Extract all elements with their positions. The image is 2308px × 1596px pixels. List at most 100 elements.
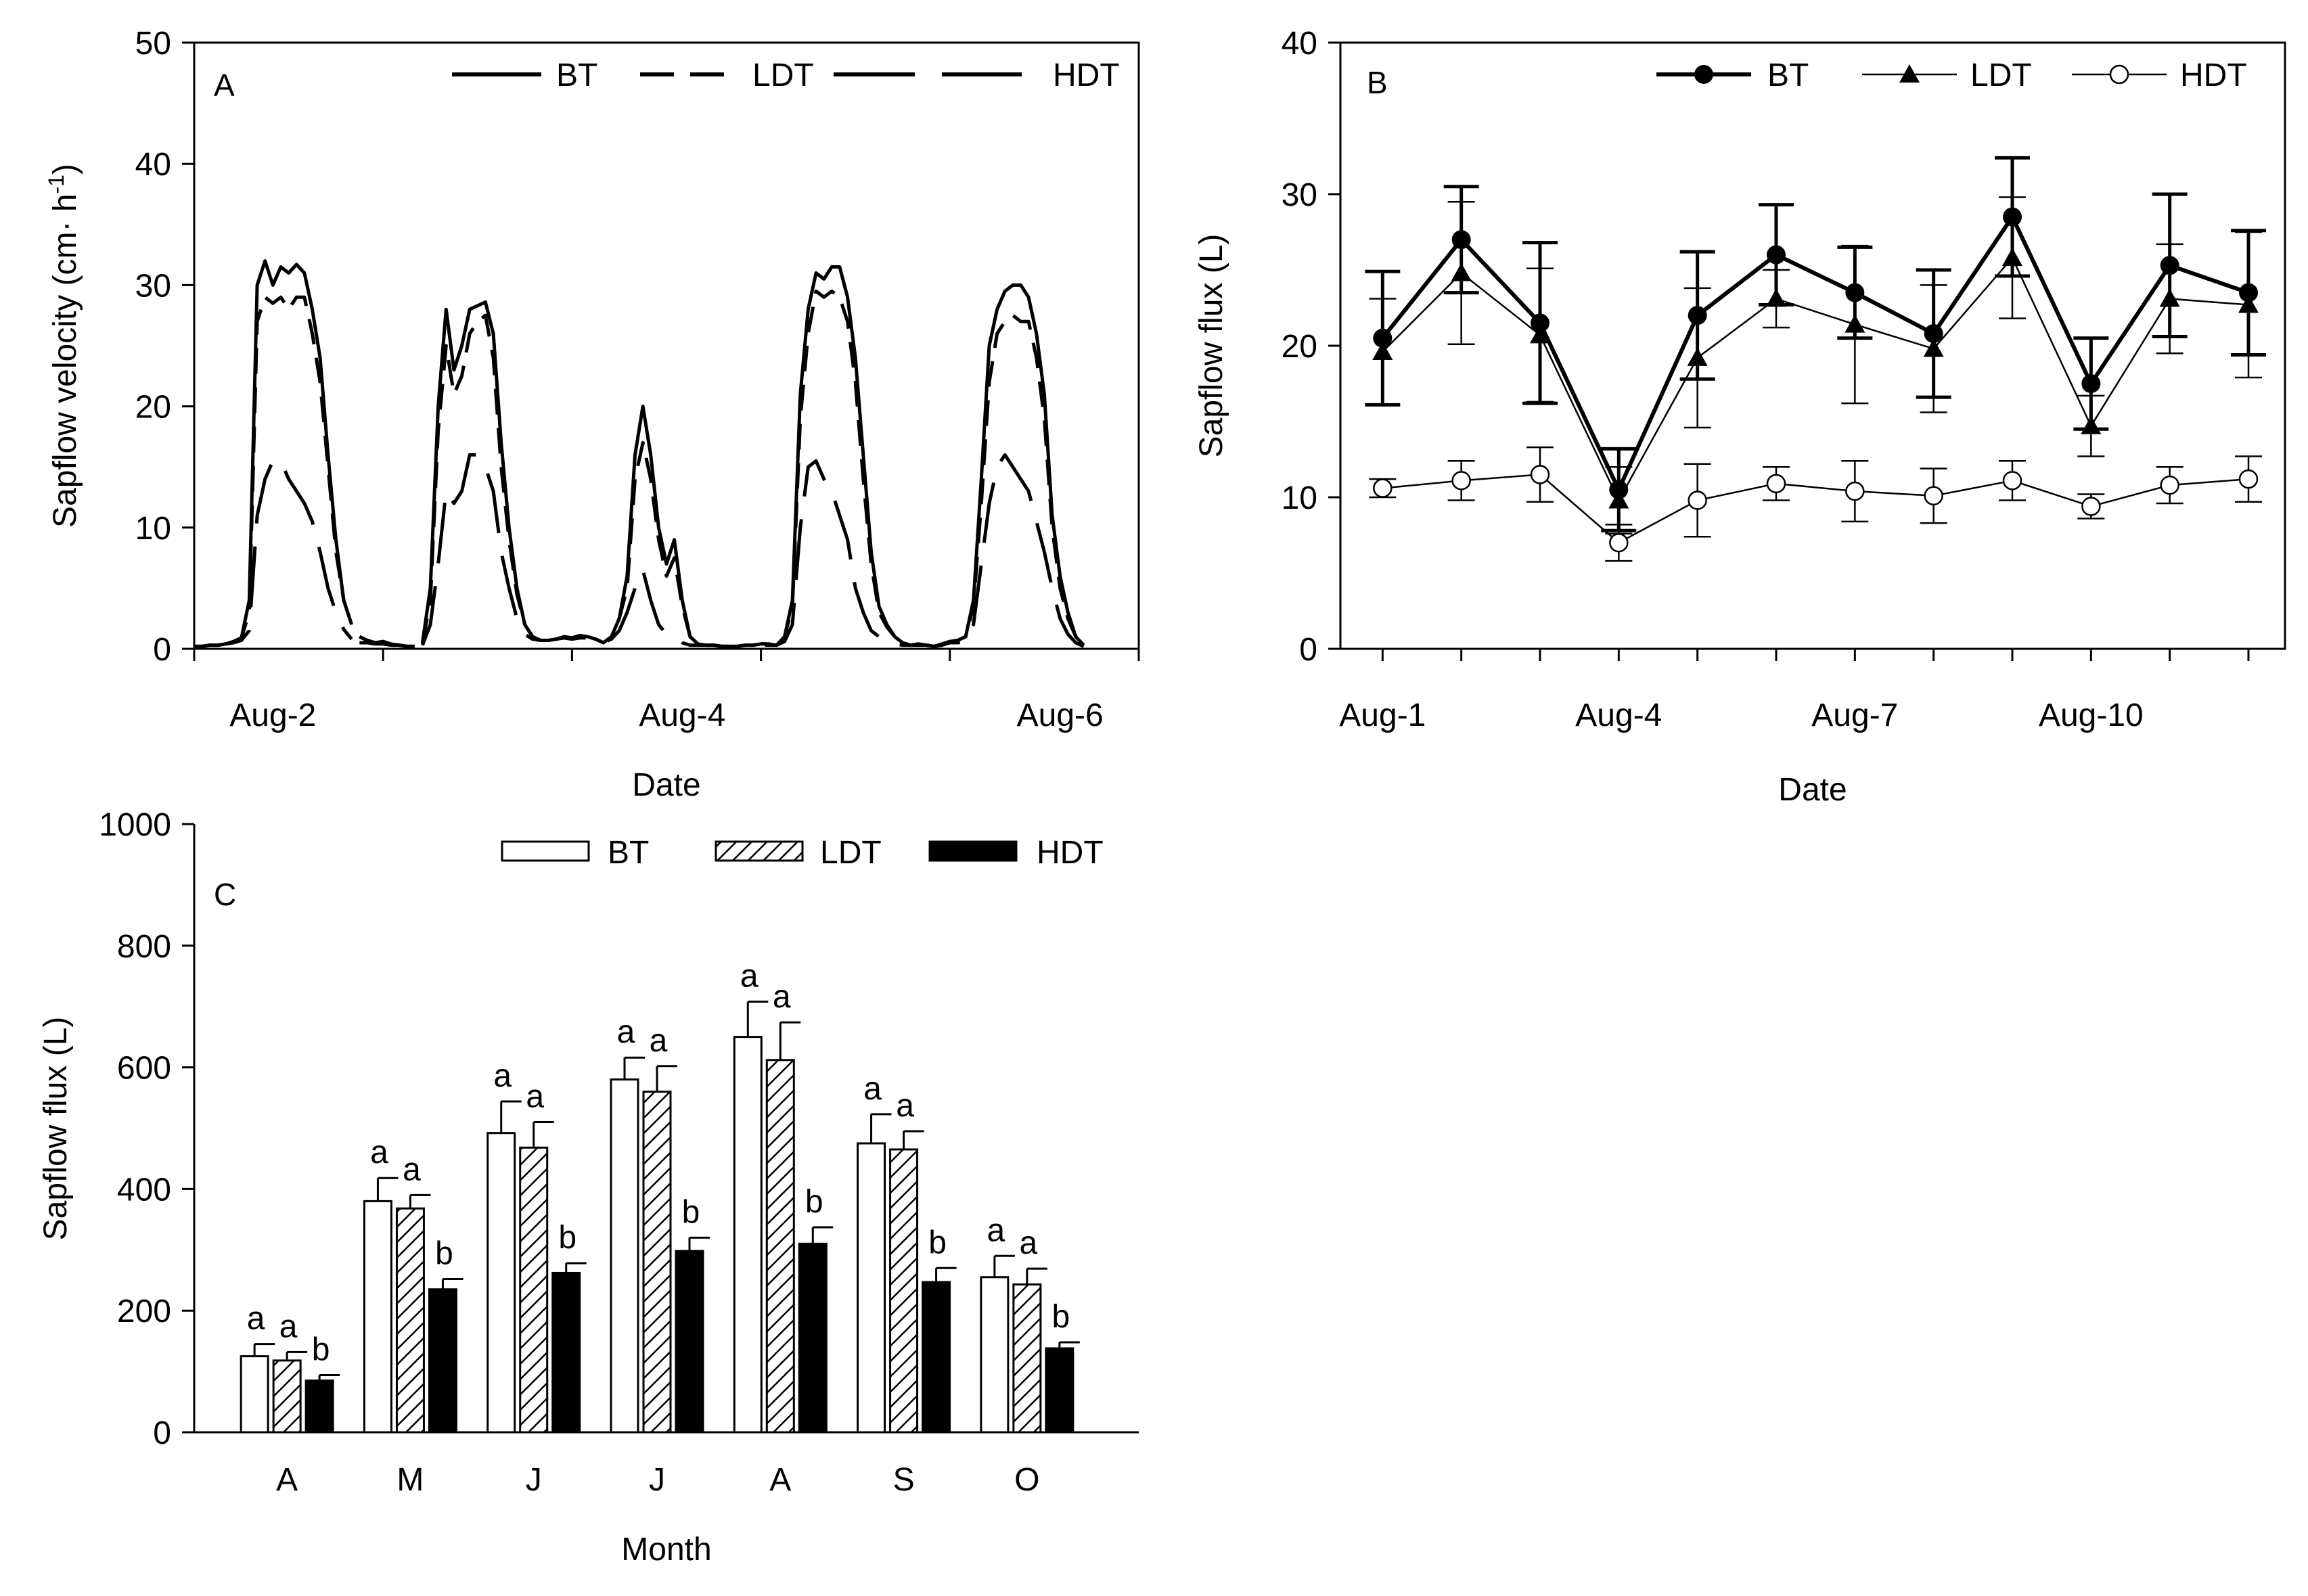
panel-b-x-tick-label: Aug-4: [1575, 698, 1662, 733]
panel-c-bar-hdt: [675, 1250, 704, 1434]
panel-b-line-hdt: [1382, 474, 2249, 544]
panel-a-y-tick-label: 10: [135, 511, 171, 547]
panel-c-bar-ldt: [765, 1059, 795, 1434]
panel-c-significance-letter: a: [526, 1079, 544, 1115]
panel-b-y-tick-label: 0: [1299, 632, 1317, 668]
panel-a-y-axis-title-tail: ): [47, 164, 83, 175]
panel-c-x-tick-label: S: [893, 1462, 915, 1498]
panel-c-bar-hdt: [304, 1380, 334, 1434]
panel-c-bar-ldt: [1012, 1283, 1042, 1434]
panel-b-y-axis-title: Sapflow flux (L): [1194, 234, 1229, 458]
panel-a-x-tick-label: Aug-2: [229, 698, 316, 733]
panel-c-significance-letter: a: [740, 959, 759, 995]
panel-c-x-axis-title: Month: [621, 1532, 711, 1568]
panel-b-point-hdt: [1530, 465, 1550, 484]
legend-b-bt-marker: [1694, 65, 1713, 84]
legend-c-hdt-label: HDT: [1037, 835, 1104, 871]
panel-a-x-axis-title: Date: [632, 767, 700, 803]
panel-a-x-tick-label: Aug-6: [1017, 698, 1104, 733]
panel-c-y-axis-title: Sapflow flux (L): [38, 1017, 74, 1241]
panel-c-y-tick-label: 800: [117, 929, 171, 965]
panel-c-significance-letter: b: [312, 1331, 330, 1367]
panel-c-significance-letter: a: [370, 1135, 388, 1170]
panel-a-label: A: [214, 68, 235, 103]
legend-b-ldt-marker: [1899, 64, 1920, 83]
legend-a-hdt-label: HDT: [1053, 58, 1120, 93]
panel-c-legend: BT LDT HDT: [501, 835, 1104, 871]
panel-c-significance-letter: a: [863, 1071, 882, 1107]
panel-b-line-ldt: [1382, 256, 2249, 503]
panel-b-y-tick-label: 40: [1282, 26, 1317, 62]
panel-b-x-axis-title: Date: [1778, 772, 1847, 808]
panel-c-bar-bt: [980, 1276, 1010, 1434]
panel-a-series-lines: [194, 259, 1085, 648]
panel-c-bar-ldt: [889, 1148, 919, 1434]
panel-c-x-tick-label: A: [276, 1462, 298, 1498]
panel-b-point-hdt: [1924, 486, 1943, 506]
legend-c-bt-swatch: [501, 840, 590, 862]
panel-a-y-axis-title: Sapflow velocity (cm· h-1): [44, 164, 83, 528]
panel-a-y-tick-label: 30: [135, 268, 171, 304]
panel-b-point-bt: [1451, 230, 1471, 250]
panel-b-point-hdt: [2160, 475, 2179, 495]
panel-b-point-bt: [1531, 313, 1549, 333]
panel-c-bar-bt: [857, 1142, 886, 1434]
panel-b-point-hdt: [1688, 491, 1707, 510]
legend-a-bt-label: BT: [556, 58, 597, 93]
panel-a-y-tick-label: 40: [135, 147, 171, 183]
panel-c-significance-letter: a: [896, 1088, 914, 1124]
panel-b-series: [1365, 156, 2266, 562]
panel-c-axis-ticks: 0 200 400 600 800 1000 A M J J A S O: [99, 807, 1039, 1498]
panel-c-y-tick-label: 600: [117, 1051, 171, 1087]
panel-c-y-tick-label: 0: [153, 1415, 171, 1451]
panel-b-legend: BT LDT HDT: [1656, 58, 2247, 93]
panel-b-point-bt: [2239, 283, 2258, 302]
panel-a-y-axis-title-superscript: -1: [44, 175, 68, 193]
panel-c-x-tick-label: J: [649, 1462, 665, 1498]
panel-b-label: B: [1367, 65, 1388, 100]
panel-c-y-tick-label: 400: [117, 1172, 171, 1208]
panel-c-bar-ldt: [272, 1359, 302, 1434]
panel-c-significance-letter: b: [805, 1184, 823, 1220]
panel-b-plot-frame: [1339, 41, 2286, 650]
legend-b-hdt-marker: [2109, 64, 2129, 85]
legend-c-ldt-swatch: [715, 840, 804, 862]
panel-b-x-tick-label: Aug-7: [1811, 698, 1898, 733]
legend-a-ldt-label: LDT: [752, 58, 814, 93]
panel-c-significance-letter: a: [773, 979, 791, 1015]
panel-b-point-bt: [1845, 283, 1865, 302]
panel-c-significance-letter: b: [682, 1194, 700, 1230]
panel-a-legend: BT LDT HDT: [452, 58, 1120, 93]
panel-c-x-tick-label: O: [1014, 1462, 1039, 1498]
panel-b-line-bt: [1380, 212, 2249, 495]
panel-a-plot-frame: [193, 41, 1140, 650]
panel-c-significance-letter: a: [403, 1152, 421, 1187]
legend-c-bt-label: BT: [608, 835, 649, 871]
panel-b-point-bt: [1373, 328, 1393, 348]
panel-c-significance-letter: b: [558, 1220, 576, 1256]
panel-b: 0 10 20 30 40 Aug-1 Aug-4 Aug-7 Aug-10 B BT LDT …: [1194, 26, 2286, 808]
panel-b-point-bt: [1609, 480, 1629, 499]
panel-a-line-hdt: [421, 453, 1085, 648]
panel-c-bar-hdt: [428, 1288, 457, 1434]
panel-a-x-tick-label: Aug-4: [639, 698, 725, 733]
legend-b-bt-label: BT: [1767, 58, 1809, 93]
legend-b-ldt-label: LDT: [1970, 58, 2032, 93]
panel-b-y-tick-label: 20: [1282, 329, 1317, 365]
panel-b-point-bt: [2003, 207, 2022, 227]
panel-b-point-bt: [2160, 256, 2179, 275]
panel-b-point-hdt: [1766, 474, 1786, 494]
panel-b-point-hdt: [1451, 471, 1471, 491]
panel-c-significance-letter: a: [279, 1308, 298, 1344]
panel-b-point-hdt: [2081, 497, 2101, 516]
panel-a-line-hdt: [359, 641, 415, 648]
panel-c-significance-letter: a: [493, 1058, 512, 1094]
panel-b-point-hdt: [1845, 481, 1865, 501]
panel-c-bar-ldt: [642, 1091, 672, 1434]
panel-c-bar-hdt: [551, 1271, 581, 1434]
panel-a-axis-ticks: 0 10 20 30 40 50 Aug-2 Aug-4 Aug-6: [135, 26, 1140, 733]
panel-c-axes: [193, 824, 1139, 1434]
panel-b-point-hdt: [1373, 478, 1393, 498]
